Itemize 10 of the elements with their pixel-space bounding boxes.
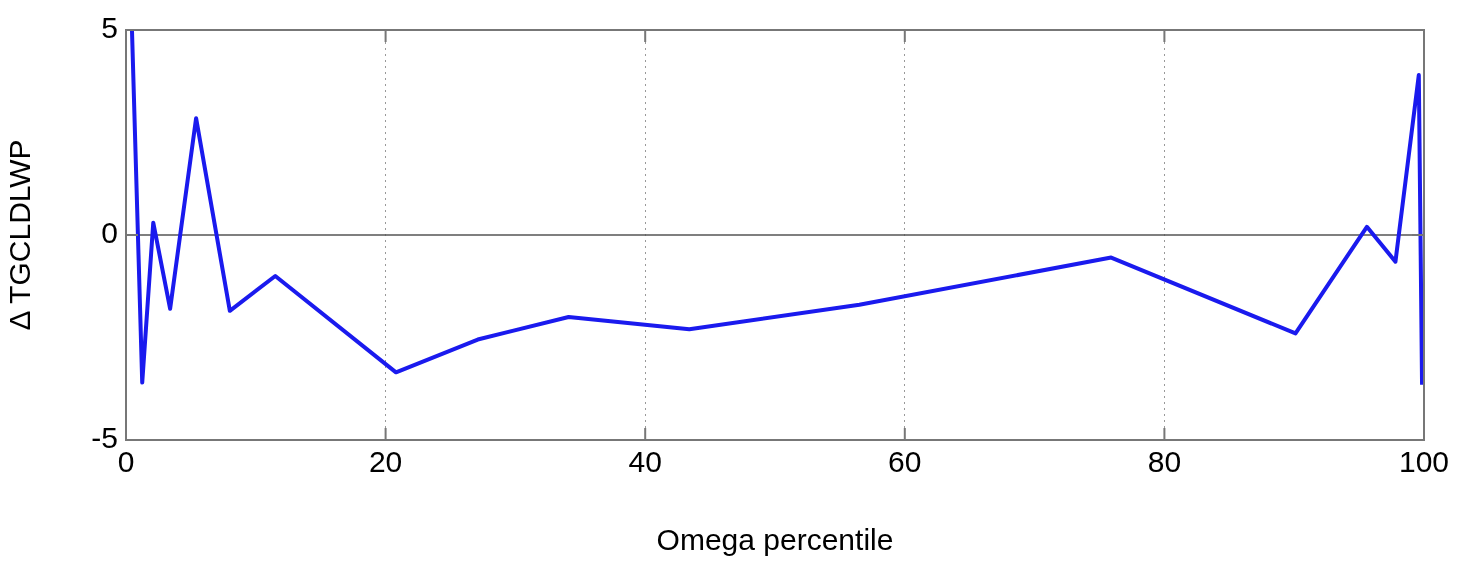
x-tick-label: 100 <box>1398 445 1450 479</box>
y-tick-label: 5 <box>101 11 118 45</box>
x-tick-label: 60 <box>888 445 922 479</box>
x-tick-label: 80 <box>1147 445 1182 479</box>
y-tick-label: -5 <box>91 421 118 455</box>
x-tick-label: 20 <box>368 445 403 479</box>
x-axis-title: Omega percentile <box>656 523 894 557</box>
x-tick-label: 40 <box>628 445 662 479</box>
y-axis-title: Δ TGCLDLWP <box>3 139 37 331</box>
y-tick-label: 0 <box>101 216 118 250</box>
